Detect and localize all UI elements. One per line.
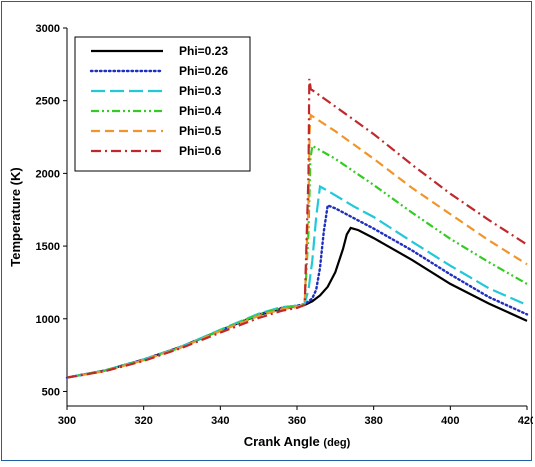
x-tick-label: 380 bbox=[364, 415, 382, 427]
y-tick-label: 2500 bbox=[36, 96, 60, 108]
x-tick-label: 420 bbox=[518, 415, 533, 427]
x-tick-label: 400 bbox=[441, 415, 459, 427]
y-tick-label: 3000 bbox=[36, 23, 60, 35]
x-tick-label: 300 bbox=[58, 415, 76, 427]
y-ticks: 500 1000 1500 2000 2500 3000 bbox=[36, 23, 67, 398]
series-line-1 bbox=[66, 226, 528, 379]
y-tick-label: 2000 bbox=[36, 168, 60, 180]
x-axis-label: Crank Angle (deg) bbox=[244, 434, 351, 449]
x-tick-label: 360 bbox=[288, 415, 306, 427]
series-line-4 bbox=[66, 144, 528, 379]
legend: Phi=0.23 Phi=0.26 Phi=0.3 Phi=0.4 Phi=0.5 Phi… bbox=[74, 36, 251, 172]
temperature-chart: 300 320 340 360 380 400 420 500 1000 1500 2000 250… bbox=[8, 23, 535, 449]
legend-label: Phi=0.26 bbox=[179, 64, 228, 78]
series-line-6 bbox=[66, 78, 528, 379]
y-tick-label: 1000 bbox=[36, 314, 60, 326]
legend-label: Phi=0.4 bbox=[179, 104, 222, 118]
legend-label: Phi=0.3 bbox=[179, 84, 222, 98]
legend-label: Phi=0.23 bbox=[179, 44, 228, 58]
legend-label: Phi=0.6 bbox=[179, 144, 222, 158]
x-tick-label: 320 bbox=[134, 415, 152, 427]
y-axis-label: Temperature (K) bbox=[8, 167, 23, 266]
legend-box bbox=[74, 36, 251, 172]
y-tick-label: 500 bbox=[42, 386, 60, 398]
series-line-3 bbox=[66, 184, 528, 379]
series-line-2 bbox=[65, 203, 529, 379]
legend-label: Phi=0.5 bbox=[179, 124, 222, 138]
y-tick-label: 1500 bbox=[36, 241, 60, 253]
series-lines bbox=[65, 78, 529, 379]
x-tick-label: 340 bbox=[211, 415, 229, 427]
x-ticks: 300 320 340 360 380 400 420 bbox=[58, 406, 535, 427]
